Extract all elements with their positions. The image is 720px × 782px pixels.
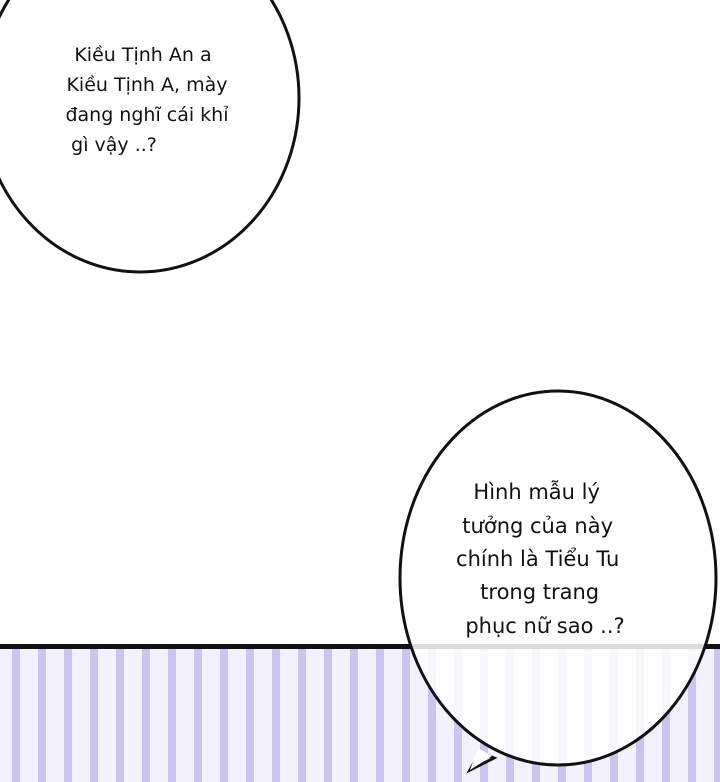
background-stripe (272, 648, 280, 782)
background-stripe (376, 648, 384, 782)
svg-text:Kiều Tịnh An a Kiều Tịnh: Kiều Tịnh An a Kiều Tịnh A, mày đang ngh… (65, 44, 234, 156)
background-stripe (116, 648, 124, 782)
panel-border (0, 644, 720, 649)
background-stripe (688, 648, 696, 782)
bubble-2-line: phục nữ sao ..? (465, 614, 624, 638)
bubble-1-line: gì vậy ..? (71, 134, 157, 156)
background-stripe (714, 648, 720, 782)
background-stripe (168, 648, 176, 782)
background-stripe (194, 648, 202, 782)
speech-bubble-1: Kiều Tịnh An a Kiều Tịnh A, mày đang ngh… (0, 0, 301, 274)
background-stripe (428, 648, 436, 782)
background-stripe (12, 648, 20, 782)
bubble-2-line: chính là Tiểu Tu (456, 547, 619, 571)
speech-bubble-2: Hình mẫu lý tưởng của này chính là Tiểu … (398, 389, 718, 774)
background-stripe (298, 648, 306, 782)
bubble-2-line: trong trang (480, 580, 599, 604)
bubble-1-line: Kiều Tịnh A, mày (66, 74, 227, 96)
bubble-1-line: Kiều Tịnh An a (74, 44, 211, 66)
background-stripe (402, 648, 410, 782)
background-stripe (142, 648, 150, 782)
background-stripe (38, 648, 46, 782)
bubble-1-line: đang nghĩ cái khỉ (65, 104, 228, 126)
background-stripe (324, 648, 332, 782)
background-stripe (90, 648, 98, 782)
background-stripe (64, 648, 72, 782)
bubble-2-line: Hình mẫu lý (473, 479, 600, 504)
svg-text:Hình mẫu lý tưởng của nà: Hình mẫu lý tưởng của này chính là Tiểu … (456, 479, 626, 638)
bubble-2-line: tưởng của này (462, 514, 613, 538)
background-stripe (246, 648, 254, 782)
background-stripe (350, 648, 358, 782)
background-stripe (220, 648, 228, 782)
